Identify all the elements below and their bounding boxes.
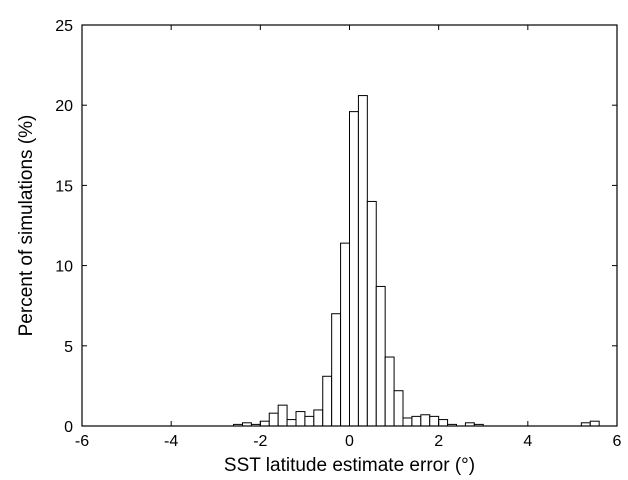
x-tick-label: 4 — [523, 433, 532, 450]
x-tick-label: 0 — [345, 433, 354, 450]
x-tick-label: 2 — [434, 433, 443, 450]
histogram-bar — [268, 412, 279, 427]
histogram-bar — [384, 356, 395, 427]
histogram-bar — [331, 313, 342, 427]
histogram-bar — [304, 415, 315, 427]
x-tick-label: -2 — [253, 433, 267, 450]
histogram-bar — [286, 419, 297, 427]
histogram-bar — [411, 415, 422, 427]
histogram-bar — [429, 415, 440, 427]
ticks-group: -6 -4 -2 0 2 4 6 0 5 10 15 20 25 — [55, 18, 621, 450]
y-axis-label: Percent of simulations (%) — [16, 115, 37, 337]
x-tick-label: -6 — [75, 433, 89, 450]
histogram-bar — [295, 411, 306, 427]
histogram-bar — [438, 419, 449, 427]
histogram-bar — [313, 409, 324, 427]
histogram-bar — [393, 390, 404, 427]
plot-frame — [81, 24, 618, 427]
histogram-bar — [375, 285, 386, 427]
y-tick-label: 10 — [55, 259, 73, 276]
y-tick-label: 20 — [55, 98, 73, 115]
histogram-bar — [402, 417, 413, 427]
bars-group — [233, 95, 600, 427]
histogram-bar — [357, 95, 368, 427]
y-tick-label: 5 — [64, 339, 73, 356]
histogram-bar — [420, 414, 431, 427]
histogram-bar — [349, 111, 359, 427]
x-axis-label: SST latitude estimate error (°) — [224, 455, 475, 476]
histogram-bar — [589, 420, 600, 427]
y-tick-label: 0 — [64, 419, 73, 436]
histogram-bar — [366, 200, 377, 427]
x-tick-label: 6 — [613, 433, 622, 450]
histogram-bar — [277, 404, 288, 427]
histogram-bar — [340, 242, 351, 427]
histogram-bar — [322, 375, 333, 427]
y-tick-label: 15 — [55, 178, 73, 195]
x-tick-label: -4 — [164, 433, 178, 450]
histogram-bar — [259, 420, 270, 427]
y-tick-label: 25 — [55, 18, 73, 35]
